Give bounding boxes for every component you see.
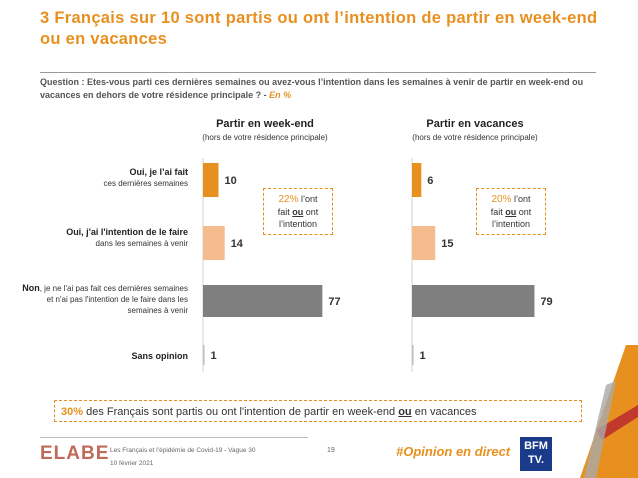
- elabe-decorative-shape: [580, 345, 638, 478]
- weekend-value-label-4: 1: [211, 350, 217, 362]
- weekend-bar-3: [203, 285, 323, 317]
- bfmtv-logo: BFM TV.: [520, 437, 552, 471]
- footer-divider: [40, 437, 308, 438]
- weekend-callout-text3: l’intention: [278, 219, 318, 229]
- weekend-callout: 22% l’ont fait ou ont l’intention: [263, 188, 333, 235]
- question-text: Question : Etes-vous parti ces dernières…: [40, 76, 600, 102]
- question-body: Question : Etes-vous parti ces dernières…: [40, 77, 584, 100]
- question-unit: En %: [269, 90, 292, 100]
- footer-date: 10 février 2021: [110, 460, 154, 467]
- vacances-value-label-1: 6: [427, 175, 433, 187]
- row-label-intention-main: Oui, j'ai l'intention de le faire: [66, 227, 188, 237]
- row-label-fait: Oui, je l’ai fait ces dernières semaines: [38, 167, 188, 189]
- row-label-fait-sub: ces dernières semaines: [103, 179, 188, 188]
- weekend-callout-text2c: ont: [303, 207, 319, 217]
- weekend-callout-pct: 22%: [278, 194, 299, 205]
- weekend-value-label-3: 77: [328, 296, 340, 308]
- vacances-value-label-3: 79: [540, 296, 552, 308]
- weekend-column-subtitle: (hors de votre résidence principale): [202, 133, 328, 142]
- vacances-callout-pct: 20%: [491, 194, 512, 205]
- vacances-bar-3: [412, 285, 535, 317]
- vacances-value-label-2: 15: [441, 238, 453, 250]
- weekend-bar-1: [203, 163, 219, 197]
- summary-ou: ou: [398, 406, 412, 418]
- vacances-value-label-4: 1: [420, 350, 426, 362]
- vacances-callout-ou: ou: [505, 207, 517, 217]
- row-label-sans-opinion: Sans opinion: [38, 351, 188, 362]
- summary-pct: 30%: [61, 406, 84, 418]
- vacances-callout-text2a: fait: [490, 207, 506, 217]
- weekend-value-label-2: 14: [231, 238, 244, 250]
- summary-text-before: des Français sont partis ou ont l'intent…: [83, 406, 399, 418]
- vacances-column-subtitle: (hors de votre résidence principale): [412, 133, 538, 142]
- row-label-sans-opinion-main: Sans opinion: [131, 351, 188, 361]
- weekend-callout-text1: l’ont: [298, 194, 318, 204]
- weekend-bar-4: [203, 345, 205, 365]
- vacances-bar-2: [412, 226, 436, 260]
- vacances-callout-text2c: ont: [516, 207, 532, 217]
- row-label-non: Non, je ne l'ai pas fait ces dernières s…: [18, 283, 188, 316]
- title-divider: [40, 72, 596, 73]
- vacances-callout-text1: l’ont: [511, 194, 531, 204]
- vacances-callout: 20% l’ont fait ou ont l’intention: [476, 188, 546, 235]
- row-label-fait-main: Oui, je l’ai fait: [129, 167, 188, 177]
- summary-text-after: en vacances: [411, 406, 477, 418]
- vacances-bar-4: [412, 345, 414, 365]
- row-label-non-main: Non: [22, 283, 40, 293]
- vacances-column-title: Partir en vacances: [426, 118, 524, 130]
- row-label-intention: Oui, j'ai l'intention de le faire dans l…: [28, 227, 188, 249]
- footer-source: Les Français et l’épidémie de Covid-19 -…: [110, 447, 256, 454]
- weekend-value-label-1: 10: [225, 175, 237, 187]
- row-label-non-sub: , je ne l'ai pas fait ces dernières sema…: [39, 284, 188, 315]
- summary-box: 30% des Français sont partis ou ont l'in…: [54, 400, 582, 422]
- row-label-intention-sub: dans les semaines à venir: [95, 239, 189, 248]
- page-number: 19: [327, 447, 335, 454]
- weekend-bar-2: [203, 226, 225, 260]
- page-title: 3 Français sur 10 sont partis ou ont l’i…: [40, 9, 598, 48]
- weekend-column-title: Partir en week-end: [216, 118, 314, 130]
- vacances-callout-text3: l’intention: [491, 219, 531, 229]
- vacances-bar-1: [412, 163, 422, 197]
- hashtag: #Opinion en direct: [396, 444, 511, 459]
- weekend-callout-ou: ou: [292, 207, 304, 217]
- elabe-logo: ELABE: [40, 443, 110, 464]
- weekend-callout-text2a: fait: [277, 207, 293, 217]
